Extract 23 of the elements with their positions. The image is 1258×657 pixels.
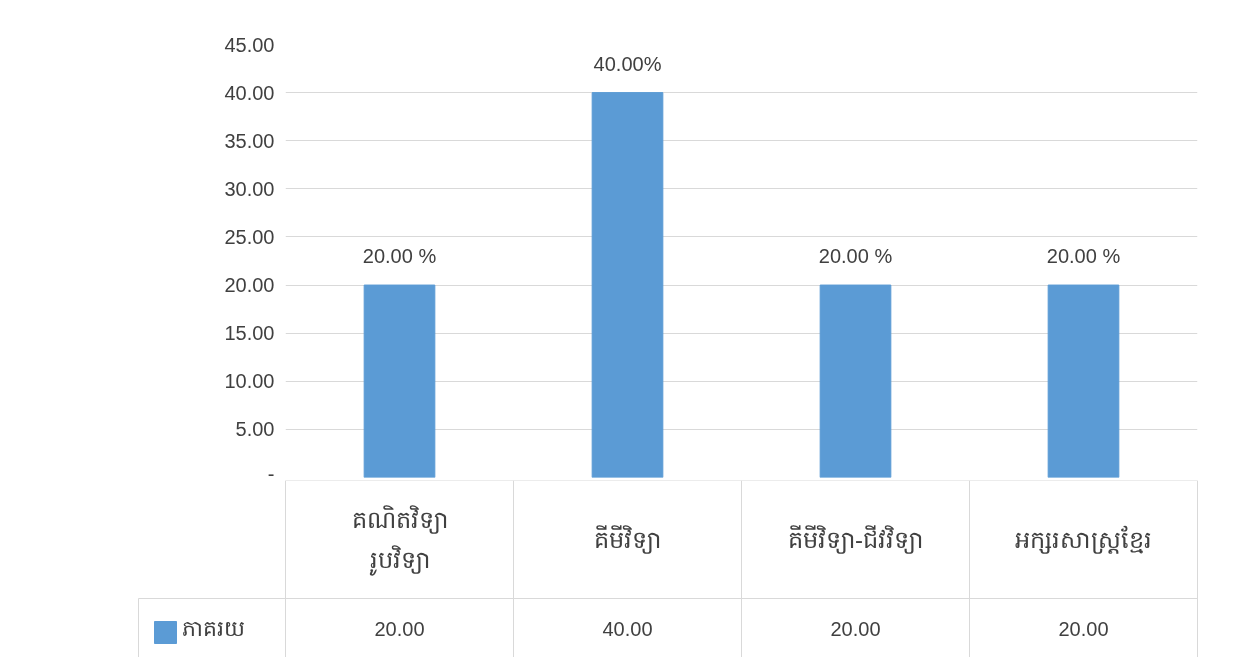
y-tick-label: - [267,462,275,485]
y-tick-label: 5.00 [235,418,275,441]
x-tick-label: គីមីវិទ្យា-ជីវវិទ្យា [788,525,923,554]
text: 40.00 [602,617,653,640]
text: 20.00 [374,617,425,640]
y-tick-label: 35.00 [224,129,275,152]
data-label: 20.00 % [818,245,893,268]
x-tick-label: គណិតវិទ្យា រូបវិទ្យា [351,504,448,577]
y-tick-label: 25.00 [224,225,275,248]
y-tick-label: 15.00 [224,322,275,345]
data-label: 20.00 % [362,245,437,268]
x-tick-label: គីមីវិទ្យា [594,525,661,554]
y-tick-label: 40.00 [224,81,275,104]
data-label: 40.00% [593,52,662,75]
legend-label: ភាគរយ [181,616,245,641]
y-tick-label: 20.00 [224,274,275,297]
y-tick-label: 30.00 [224,177,275,200]
data-label: 20.00 % [1046,245,1121,268]
y-tick-label: 45.00 [224,33,275,56]
x-tick-label: អក្សរសាស្ត្រខ្មែរ [1015,525,1152,554]
text: 20.00 [1058,617,1109,640]
y-tick-label: 10.00 [224,370,275,393]
text: 20.00 [830,617,881,640]
